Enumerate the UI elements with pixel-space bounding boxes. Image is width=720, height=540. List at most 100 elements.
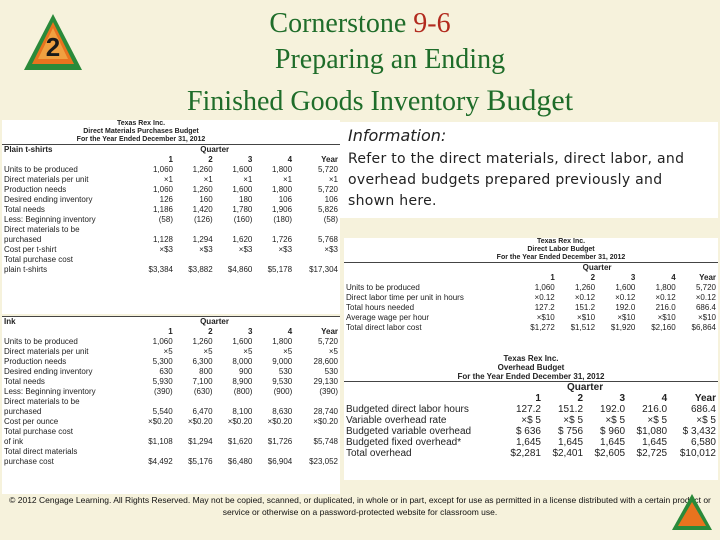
info-text: Refer to the direct materials, direct la… — [348, 151, 685, 209]
purchases-period: For the Year Ended December 31, 2012 — [76, 136, 206, 143]
row-label: Less: Beginning inventory — [4, 215, 96, 224]
quarter-label: Quarter — [516, 262, 678, 273]
row-value: $1,512 — [570, 323, 596, 332]
slide-title: Cornerstone 9-6 — [0, 8, 720, 40]
row-value: 1,294 — [192, 235, 213, 244]
row-value: 1,128 — [152, 235, 173, 244]
row-value: $4,492 — [148, 457, 173, 466]
section-label: Plain t-shirts — [2, 144, 136, 155]
labor-table: Quarter 1 2 3 4 Year Units to be produced 1,06… — [344, 262, 718, 333]
badge-number: 2 — [45, 32, 61, 62]
quarter-label: Quarter — [135, 144, 295, 155]
table-row: Total hours needed 127.2 151.2 192.0 216.0 68… — [344, 303, 718, 313]
spacer-cell — [344, 273, 516, 283]
row-value: 6,580 — [690, 437, 716, 448]
row-value: 29,130 — [313, 377, 338, 386]
table-row: Total needs 1,186 1,420 1,780 1,906 5,826 — [2, 205, 340, 215]
row-value: ×$0.20 — [227, 417, 253, 426]
row-value: ×$ 5 — [563, 415, 584, 426]
row-value: 1,260 — [192, 337, 213, 346]
labor-company: Texas Rex Inc. — [536, 238, 586, 245]
table-row: Total direct materials — [2, 447, 340, 457]
row-value: 1,600 — [232, 185, 253, 194]
row-value: 1,186 — [152, 205, 173, 214]
column-header: 4 — [671, 273, 676, 282]
row-value: 686.4 — [690, 404, 716, 415]
row-value: 106 — [278, 195, 293, 204]
row-value: 192.0 — [600, 404, 626, 415]
row-value: ×0.12 — [615, 293, 636, 302]
row-value: 686.4 — [695, 303, 716, 312]
row-value: 1,645 — [515, 437, 541, 448]
row-value: 5,768 — [317, 235, 338, 244]
table-row: Budgeted variable overhead $ 636 $ 756 $ 96… — [344, 426, 718, 437]
row-value: 9,530 — [272, 377, 293, 386]
row-label: Total purchase cost — [4, 255, 73, 264]
row-value: (126) — [194, 215, 213, 224]
table-row: of ink $1,108 $1,294 $1,620 $1,726 $5,748 — [2, 437, 340, 447]
row-label: plain t-shirts — [4, 265, 48, 274]
row-value: 8,900 — [232, 377, 253, 386]
row-value: ×$3 — [199, 245, 213, 254]
row-label: Production needs — [4, 185, 67, 194]
row-value: ×$ 5 — [605, 415, 626, 426]
row-value: 106 — [324, 195, 338, 204]
row-value: (180) — [273, 215, 293, 224]
column-header: 4 — [287, 327, 293, 336]
row-value: $2,725 — [636, 448, 668, 459]
row-value — [254, 225, 294, 235]
spacer-cell — [669, 381, 718, 393]
row-value: 180 — [239, 195, 253, 204]
row-value: 192.0 — [615, 303, 636, 312]
row-value: $ 756 — [558, 426, 584, 437]
row-value: $2,401 — [552, 448, 584, 459]
row-value: ×1 — [243, 175, 253, 184]
row-value: 5,826 — [317, 205, 338, 214]
row-value: ×$3 — [238, 245, 253, 254]
row-label: Less: Beginning inventory — [4, 387, 96, 396]
spacer-cell — [677, 262, 718, 273]
row-value: $3,384 — [148, 265, 173, 274]
row-value: 1,645 — [558, 437, 584, 448]
row-label: Desired ending inventory — [4, 367, 93, 376]
ink-table: Ink Quarter 1 2 3 4 Year Units to be produced 1… — [2, 316, 340, 467]
row-value: 5,540 — [152, 407, 173, 416]
row-value: $2,605 — [594, 448, 626, 459]
table-row: purchase cost $4,492 $5,176 $6,480 $6,904 $23… — [2, 457, 340, 467]
row-value: 5,720 — [695, 283, 716, 292]
table-row: plain t-shirts $3,384 $3,882 $4,860 $5,178 $1… — [2, 265, 340, 275]
overhead-table: Quarter 1 2 3 4 Year Budgeted direct labor ho… — [344, 381, 718, 459]
table-row: Direct materials per unit ×1 ×1 ×1 ×1 ×1 — [2, 175, 340, 185]
row-value: ×1 — [328, 175, 338, 184]
row-label: Variable overhead rate — [346, 415, 447, 426]
row-value — [215, 397, 255, 407]
row-value — [254, 397, 294, 407]
section-header-row: Quarter — [344, 262, 718, 273]
row-value — [175, 427, 215, 437]
row-value: ×$ 5 — [521, 415, 541, 426]
row-value: 1,260 — [575, 283, 596, 292]
column-header: 1 — [535, 393, 541, 404]
row-value: ×1 — [282, 175, 293, 184]
section-header-row: Ink Quarter — [2, 316, 340, 327]
row-value: ×0.12 — [574, 293, 596, 302]
row-value: 216.0 — [642, 404, 668, 415]
purchases-title: Direct Materials Purchases Budget — [83, 128, 199, 135]
row-value: (390) — [153, 387, 173, 396]
row-value: $1,294 — [188, 437, 213, 446]
row-value: $6,904 — [267, 457, 293, 466]
row-label: purchased — [4, 407, 42, 416]
row-value: $23,052 — [309, 457, 338, 466]
row-value: $1,272 — [530, 323, 555, 332]
row-value: ×$10 — [577, 313, 596, 322]
column-header: 1 — [550, 273, 555, 282]
column-header-row: 1 2 3 4 Year — [2, 327, 340, 337]
column-header: 2 — [208, 327, 213, 336]
table-row: Direct materials per unit ×5 ×5 ×5 ×5 ×5 — [2, 347, 340, 357]
title-number: 9-6 — [413, 8, 451, 39]
row-value: 1,645 — [600, 437, 626, 448]
row-value — [215, 255, 255, 265]
row-value: (160) — [233, 215, 253, 224]
table-row: Desired ending inventory 630 800 900 530 530 — [2, 367, 340, 377]
section-header-row: Plain t-shirts Quarter — [2, 144, 340, 155]
